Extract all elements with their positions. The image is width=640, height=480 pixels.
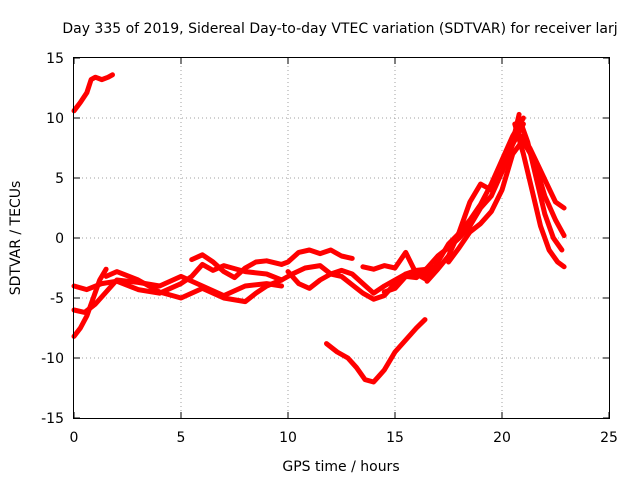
series-line-track-3: [71, 273, 285, 315]
series-line-track-12: [424, 111, 522, 284]
x-axis-label: GPS time / hours: [282, 459, 399, 475]
y-tick-label: 0: [55, 231, 64, 247]
x-axis-ticks: 0 5 10 15 20 25: [70, 58, 618, 446]
series-line-track-7: [279, 247, 355, 267]
y-tick-label: 5: [55, 171, 64, 187]
series-line-track-6: [189, 252, 285, 281]
x-tick-label: 25: [600, 430, 618, 446]
x-tick-label: 0: [70, 430, 79, 446]
series-layer: [71, 72, 567, 385]
y-tick-label: 10: [46, 111, 64, 127]
series-line-track-13: [446, 137, 526, 265]
series-line-track-14: [516, 115, 565, 253]
y-axis-label: SDTVAR / TECUs: [8, 181, 24, 296]
plot-frame: [73, 57, 610, 419]
chart-title: Day 335 of 2019, Sidereal Day-to-day VTE…: [62, 21, 617, 37]
grid-layer: [74, 58, 609, 418]
series-line-track-5: [103, 269, 285, 305]
x-tick-label: 20: [493, 430, 511, 446]
x-tick-label: 15: [386, 430, 404, 446]
series-line-track-1: [71, 72, 115, 114]
x-tick-label: 5: [177, 430, 186, 446]
series-line-track-2: [71, 266, 109, 339]
series-line-track-11: [381, 121, 526, 295]
series-line-track-17: [520, 139, 567, 239]
y-tick-label: -15: [41, 411, 64, 427]
y-axis-ticks: -15 -10 -5 0 5 10 15: [41, 51, 609, 427]
series-line-track-15: [512, 121, 567, 270]
y-tick-label: -5: [50, 291, 64, 307]
y-tick-label: 15: [46, 51, 64, 67]
series-line-track-18: [324, 317, 428, 385]
x-tick-label: 10: [279, 430, 297, 446]
y-tick-label: -10: [41, 351, 64, 367]
